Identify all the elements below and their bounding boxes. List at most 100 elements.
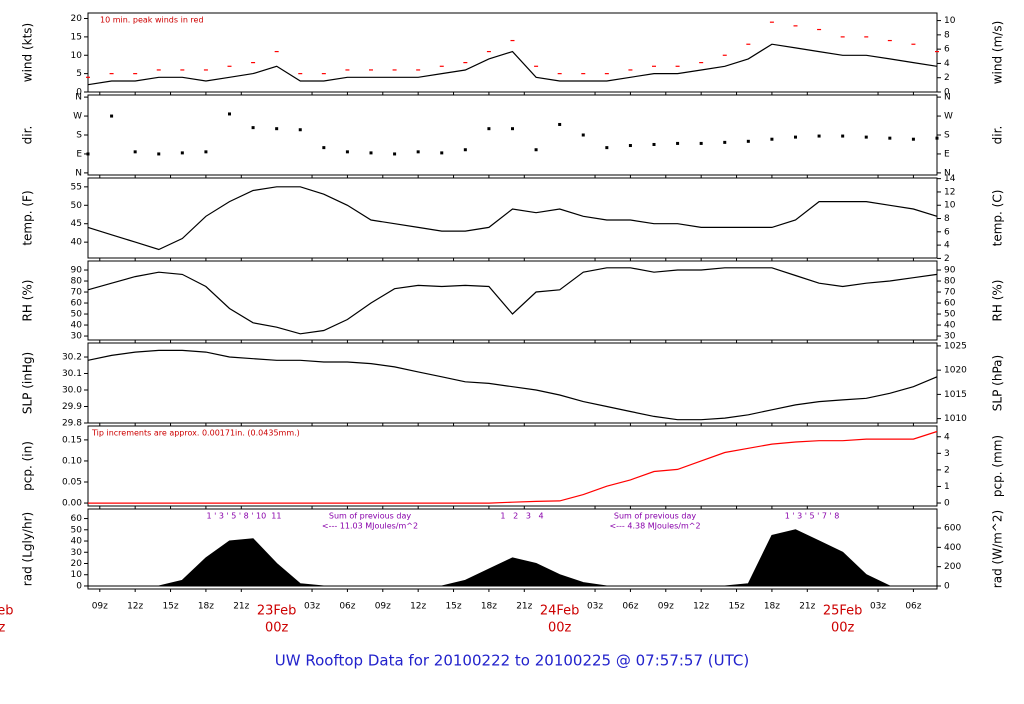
y2-axis-label: rad (W/m^2) — [991, 510, 1005, 588]
y-tick-label: 10 — [71, 570, 83, 580]
dir-point — [251, 126, 255, 130]
x-tick-label: 12z — [410, 602, 426, 612]
y2-axis-label: SLP (hPa) — [991, 355, 1005, 411]
annotation: Sum of previous day — [614, 512, 696, 521]
dir-point — [463, 148, 467, 152]
x-tick-label: 15z — [445, 602, 461, 612]
y-tick-label: 55 — [71, 182, 82, 192]
y-tick-label: 29.9 — [62, 402, 82, 412]
y2-tick-label: 2 — [944, 465, 950, 475]
date-sub-label: 00z — [0, 621, 6, 636]
y-tick-label: 0.00 — [62, 499, 82, 509]
y2-tick-label: N — [944, 93, 951, 103]
x-tick-label: 15z — [728, 602, 744, 612]
hour-marks: 1 ' 3 ' 5 ' 8 ' 10 11 — [207, 512, 282, 521]
y2-tick-label: 3 — [944, 449, 950, 459]
dir-point — [322, 146, 326, 150]
x-tick-label: 15z — [162, 602, 178, 612]
y2-tick-label: 50 — [944, 310, 956, 320]
dir-point — [864, 135, 868, 139]
y-axis-label: RH (%) — [21, 280, 35, 322]
y2-tick-label: 6 — [944, 227, 950, 237]
y-axis-label: wind (kts) — [21, 23, 35, 82]
line — [87, 186, 938, 251]
y-tick-label: E — [76, 149, 82, 159]
panel-frame — [87, 12, 938, 93]
dir-point — [935, 136, 939, 140]
x-tick-label: 03z — [870, 602, 886, 612]
dir-point — [605, 146, 609, 150]
y-tick-label: 20 — [71, 14, 83, 24]
dir-point — [298, 128, 302, 132]
y-tick-label: 50 — [71, 525, 83, 535]
y-tick-label: N — [75, 168, 82, 178]
y2-tick-label: 14 — [944, 174, 956, 184]
y-axis-label: rad (Lgly/hr) — [21, 512, 35, 586]
dir-point — [204, 150, 208, 154]
date-label: 24Feb — [540, 604, 580, 619]
dir-point — [110, 114, 114, 118]
y-tick-label: 60 — [71, 514, 83, 524]
date-label: 25Feb — [823, 604, 863, 619]
y2-tick-label: 90 — [944, 266, 956, 276]
x-tick-label: 06z — [905, 602, 921, 612]
y-tick-label: 15 — [71, 32, 82, 42]
x-tick-label: 03z — [304, 602, 320, 612]
dir-point — [275, 127, 279, 131]
date-label: 23Feb — [257, 604, 297, 619]
dir-point — [888, 136, 892, 140]
x-tick-label: 06z — [622, 602, 638, 612]
y-tick-label: 40 — [71, 537, 83, 547]
x-tick-label: 09z — [92, 602, 108, 612]
y2-tick-label: 80 — [944, 277, 956, 287]
y-tick-label: 5 — [76, 69, 82, 79]
dir-point — [180, 151, 184, 155]
dir-point — [581, 133, 585, 137]
y2-tick-label: 12 — [944, 187, 955, 197]
y-tick-label: 0.15 — [62, 435, 82, 445]
y-tick-label: 90 — [71, 266, 83, 276]
annotation: 10 min. peak winds in red — [100, 16, 204, 25]
y-axis-label: dir. — [21, 126, 35, 145]
y-tick-label: 60 — [71, 299, 83, 309]
y-tick-label: S — [76, 131, 82, 141]
y2-axis-label: wind (m/s) — [991, 21, 1005, 85]
page-title: UW Rooftop Data for 20100222 to 20100225… — [275, 652, 749, 670]
y-tick-label: 0.10 — [62, 456, 82, 466]
y-tick-label: 20 — [71, 559, 83, 569]
y-tick-label: 30 — [71, 332, 83, 342]
dir-point — [393, 152, 397, 156]
dir-point — [911, 137, 915, 141]
dir-point — [345, 150, 349, 154]
y-tick-label: 50 — [71, 310, 83, 320]
y2-tick-label: 0 — [944, 582, 950, 592]
y2-axis-label: RH (%) — [991, 280, 1005, 322]
line — [88, 430, 938, 504]
x-tick-label: 18z — [198, 602, 214, 612]
y-axis-label: pcp. (in) — [21, 441, 35, 491]
hour-marks: 1 2 3 4 — [500, 512, 543, 521]
y-tick-label: W — [73, 112, 82, 122]
panel-frame — [87, 425, 938, 507]
x-tick-label: 21z — [799, 602, 815, 612]
y2-tick-label: 1025 — [944, 341, 967, 351]
dir-point — [794, 135, 797, 139]
y2-axis-label: dir. — [991, 126, 1005, 145]
dir-point — [817, 134, 821, 138]
line — [87, 349, 938, 421]
y-axis-label: SLP (inHg) — [21, 352, 35, 414]
dir-point — [511, 127, 514, 131]
x-tick-label: 12z — [693, 602, 709, 612]
y2-tick-label: 1015 — [944, 390, 967, 400]
dir-point — [841, 134, 845, 138]
panel-frame — [87, 260, 938, 341]
y-tick-label: 0 — [76, 581, 82, 591]
x-tick-label: 21z — [516, 602, 532, 612]
y-axis-label: temp. (F) — [21, 190, 35, 245]
y2-tick-label: 30 — [944, 332, 956, 342]
x-tick-label: 21z — [233, 602, 249, 612]
y2-tick-label: W — [944, 112, 953, 122]
annotation: <--- 4.38 MJoules/m^2 — [609, 522, 700, 531]
y2-tick-label: 8 — [944, 214, 950, 224]
y2-tick-label: 600 — [944, 524, 961, 534]
